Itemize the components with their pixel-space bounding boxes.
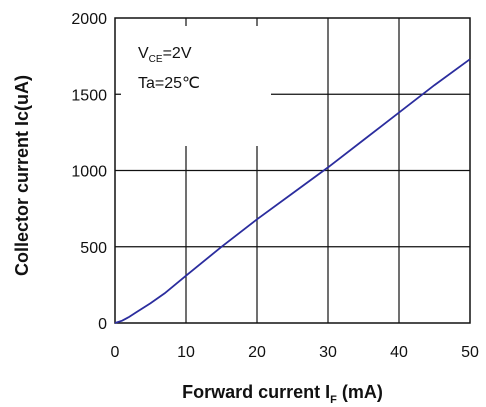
y-tick-label: 2000 — [71, 11, 107, 28]
y-tick-label: 1500 — [71, 87, 107, 104]
x-axis-title: Forward current IF (mA) — [182, 382, 383, 406]
annotation-vce-main: V — [138, 45, 149, 62]
y-axis-title: Collector current Ic(uA) — [12, 75, 32, 276]
annotation-ta: Ta=25℃ — [138, 75, 200, 92]
x-tick-label: 10 — [177, 344, 195, 361]
annotation-box: VCE=2V Ta=25℃ — [121, 26, 271, 146]
annotation-vce-sub: CE — [149, 54, 163, 65]
x-tick-label: 50 — [461, 344, 479, 361]
plot-frame — [114, 17, 471, 324]
x-axis-title-main: Forward current I — [182, 382, 330, 402]
x-tick-label: 0 — [111, 344, 120, 361]
annotation-background — [121, 26, 271, 146]
series-line — [114, 58, 471, 324]
x-tick-labels: 0 10 20 30 40 50 — [111, 344, 479, 361]
series-layer — [114, 58, 471, 324]
x-tick-label: 40 — [390, 344, 408, 361]
x-axis-title-sub: F — [330, 394, 337, 406]
y-tick-label: 500 — [80, 240, 107, 257]
x-tick-label: 30 — [319, 344, 337, 361]
x-axis-title-unit: (mA) — [337, 382, 383, 402]
y-tick-label: 1000 — [71, 164, 107, 181]
annotation-vce: VCE=2V — [138, 45, 192, 65]
y-tick-label: 0 — [98, 316, 107, 333]
x-tick-label: 20 — [248, 344, 266, 361]
y-tick-labels: 0 500 1000 1500 2000 — [71, 11, 107, 333]
annotation-vce-rest: =2V — [163, 45, 192, 62]
